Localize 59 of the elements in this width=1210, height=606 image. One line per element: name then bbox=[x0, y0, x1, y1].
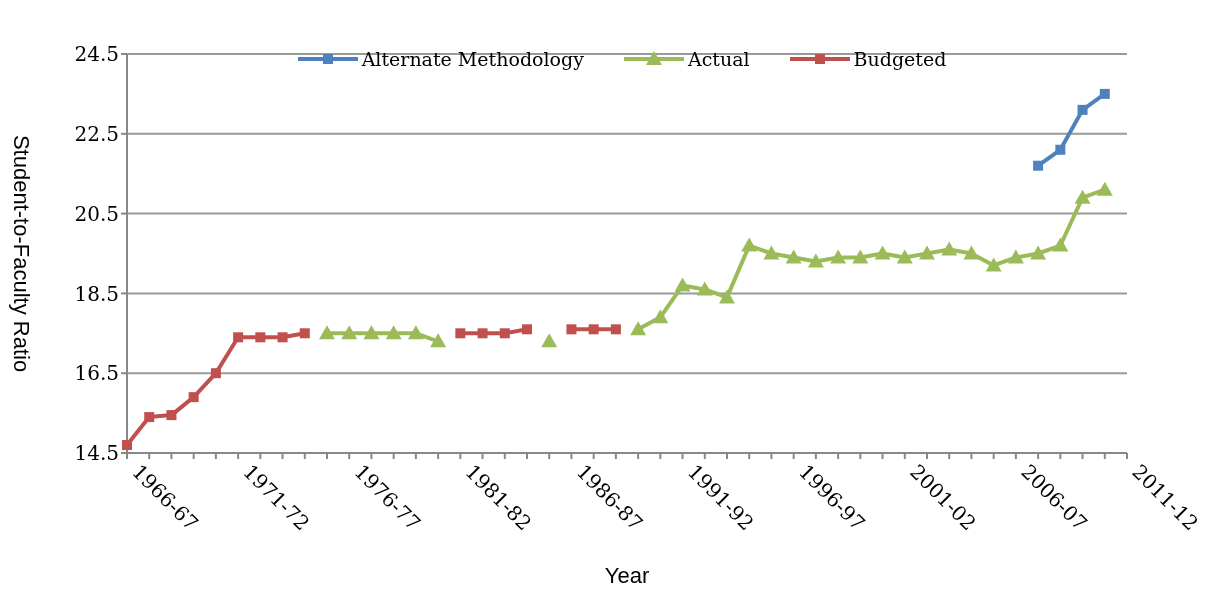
point bbox=[588, 324, 599, 335]
point bbox=[455, 328, 466, 339]
point bbox=[541, 333, 558, 348]
point bbox=[233, 332, 244, 343]
point bbox=[763, 245, 780, 260]
point bbox=[144, 412, 155, 423]
point bbox=[210, 368, 221, 379]
point bbox=[430, 333, 447, 348]
y-tick-label: 18.5 bbox=[74, 281, 119, 306]
point bbox=[1099, 88, 1110, 99]
point bbox=[407, 325, 424, 340]
point bbox=[1055, 144, 1066, 155]
point bbox=[874, 245, 891, 260]
point bbox=[985, 257, 1002, 272]
point bbox=[630, 321, 647, 336]
legend-label: Alternate Methodology bbox=[361, 48, 584, 70]
point bbox=[852, 249, 869, 264]
point bbox=[830, 249, 847, 264]
point bbox=[941, 241, 958, 256]
point bbox=[299, 328, 310, 339]
y-tick-label: 22.5 bbox=[74, 121, 119, 146]
point bbox=[807, 253, 824, 268]
point bbox=[1007, 249, 1024, 264]
point bbox=[385, 325, 402, 340]
point bbox=[719, 289, 735, 304]
point bbox=[477, 328, 488, 339]
point bbox=[741, 237, 758, 252]
point bbox=[166, 410, 177, 421]
point bbox=[1077, 104, 1088, 115]
y-tick-label: 16.5 bbox=[74, 361, 119, 386]
point bbox=[652, 309, 669, 324]
point bbox=[963, 245, 980, 260]
point bbox=[1030, 245, 1047, 260]
y-axis-title: Student-to-Faculty Ratio bbox=[9, 134, 35, 373]
point bbox=[1074, 189, 1091, 204]
y-tick-label: 14.5 bbox=[74, 441, 119, 466]
point bbox=[785, 249, 802, 264]
point bbox=[896, 249, 913, 264]
x-axis-title: Year bbox=[604, 563, 650, 588]
point bbox=[566, 324, 577, 335]
point bbox=[499, 328, 510, 339]
point bbox=[341, 325, 358, 340]
point bbox=[696, 281, 713, 296]
point bbox=[1052, 237, 1069, 252]
y-tick-label: 20.5 bbox=[74, 201, 119, 226]
point bbox=[674, 277, 691, 292]
point bbox=[188, 392, 199, 403]
point bbox=[1033, 160, 1044, 171]
point bbox=[363, 325, 380, 340]
point bbox=[319, 325, 335, 340]
point bbox=[919, 245, 935, 260]
point bbox=[522, 324, 532, 335]
y-tick-label: 24.5 bbox=[74, 42, 119, 67]
point bbox=[255, 332, 266, 343]
legend-label: Actual bbox=[687, 48, 750, 70]
point bbox=[1096, 181, 1113, 196]
point bbox=[610, 324, 621, 335]
legend-label: Budgeted bbox=[853, 48, 947, 70]
point bbox=[277, 332, 288, 343]
